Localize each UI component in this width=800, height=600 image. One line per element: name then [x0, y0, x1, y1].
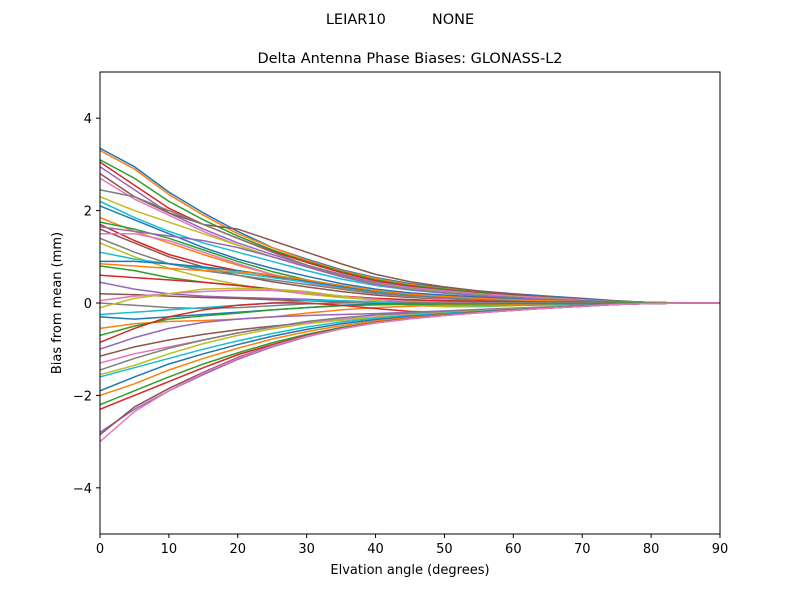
y-tick-label: 4: [84, 112, 92, 127]
chart-title: Delta Antenna Phase Biases: GLONASS-L2: [257, 51, 562, 67]
y-tick-label: −4: [73, 482, 92, 497]
x-tick-label: 40: [367, 542, 384, 557]
x-axis: 0 10 20 30 40 50 60 70 80 90: [96, 534, 728, 557]
series-line-33: [100, 302, 720, 337]
x-tick-label: 20: [230, 542, 247, 557]
series-line-47: [100, 302, 720, 443]
y-tick-label: −2: [73, 389, 92, 404]
y-axis-label: Bias from mean (mm): [50, 232, 65, 374]
figure-suptitle: LEIAR10 NONE: [326, 12, 474, 28]
x-tick-label: 30: [298, 542, 315, 557]
x-tick-label: 70: [574, 542, 591, 557]
x-axis-label: Elvation angle (degrees): [330, 563, 489, 578]
x-tick-label: 90: [712, 542, 729, 557]
x-tick-label: 50: [436, 542, 453, 557]
x-tick-label: 80: [643, 542, 660, 557]
x-tick-label: 60: [505, 542, 522, 557]
y-tick-label: 0: [84, 297, 92, 312]
x-tick-label: 0: [96, 542, 104, 557]
x-tick-label: 10: [161, 542, 178, 557]
series-layer: [100, 147, 720, 443]
y-tick-label: 2: [84, 205, 92, 220]
y-axis: −4 −2 0 2 4: [73, 112, 100, 497]
